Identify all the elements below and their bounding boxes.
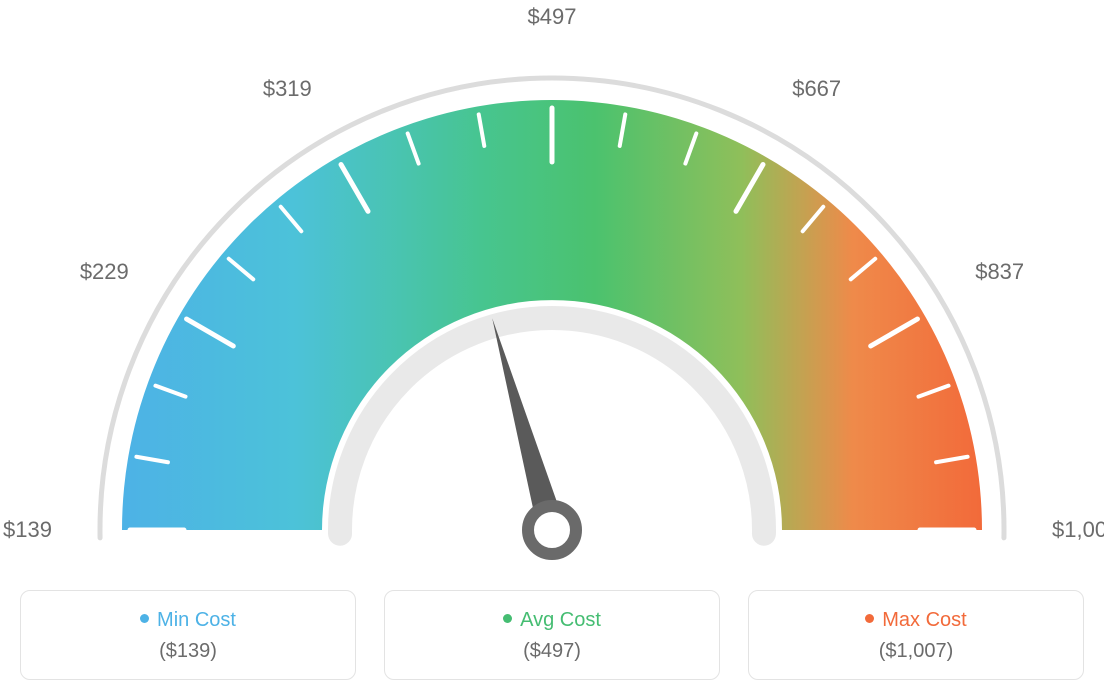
tick-label: $667 xyxy=(792,76,841,102)
legend-row: Min Cost ($139) Avg Cost ($497) Max Cost… xyxy=(20,590,1084,680)
legend-title-max: Max Cost xyxy=(759,609,1073,632)
legend-title-avg: Avg Cost xyxy=(395,609,709,632)
legend-value-avg: ($497) xyxy=(395,640,709,663)
tick-label: $319 xyxy=(263,76,312,102)
legend-value-max: ($1,007) xyxy=(759,640,1073,663)
gauge-svg xyxy=(20,20,1084,580)
gauge-area: $139$229$319$497$667$837$1,007 xyxy=(20,20,1084,580)
dot-icon xyxy=(503,614,512,623)
tick-label: $139 xyxy=(3,517,52,543)
legend-card-min: Min Cost ($139) xyxy=(20,590,356,680)
tick-label: $229 xyxy=(80,259,129,285)
tick-label: $497 xyxy=(528,4,577,30)
dot-icon xyxy=(140,614,149,623)
cost-gauge-chart: $139$229$319$497$667$837$1,007 Min Cost … xyxy=(20,20,1084,680)
legend-title-min: Min Cost xyxy=(31,609,345,632)
tick-label: $837 xyxy=(975,259,1024,285)
legend-title-text: Min Cost xyxy=(157,609,236,631)
legend-title-text: Max Cost xyxy=(882,609,966,631)
legend-value-min: ($139) xyxy=(31,640,345,663)
legend-card-max: Max Cost ($1,007) xyxy=(748,590,1084,680)
tick-label: $1,007 xyxy=(1052,517,1104,543)
legend-title-text: Avg Cost xyxy=(520,609,601,631)
legend-card-avg: Avg Cost ($497) xyxy=(384,590,720,680)
dot-icon xyxy=(865,614,874,623)
